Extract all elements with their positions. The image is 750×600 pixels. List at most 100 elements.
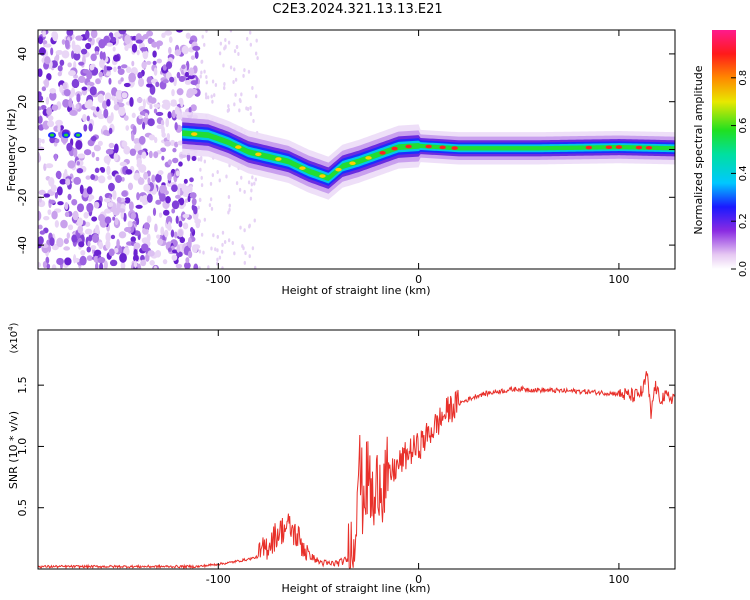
noise-speckle <box>213 93 216 98</box>
noise-speckle <box>237 52 240 57</box>
noise-speckle <box>252 119 255 124</box>
ridge-hotspot <box>191 132 198 136</box>
noise-speckle <box>129 97 134 107</box>
noise-speckle <box>167 247 172 252</box>
noise-speckle <box>223 85 226 90</box>
noise-speckle <box>115 174 123 184</box>
p1-xtick-label-0: -100 <box>206 273 231 286</box>
noise-speckle <box>152 60 157 65</box>
noise-speckle <box>71 87 76 97</box>
noise-speckle <box>75 139 83 150</box>
p1-ytick-label-1: -20 <box>16 188 29 206</box>
y-axis-label: Frequency (Hz) <box>5 109 18 192</box>
noise-speckle <box>167 159 172 165</box>
noise-speckle <box>204 92 208 97</box>
noise-speckle <box>234 77 238 82</box>
noise-speckle <box>123 82 131 88</box>
noise-speckle <box>142 49 149 60</box>
noise-speckle <box>189 88 198 95</box>
noise-speckle <box>167 111 172 119</box>
noise-speckle <box>175 194 181 199</box>
noise-speckle <box>54 192 58 199</box>
noise-speckle <box>153 265 158 269</box>
noise-speckle <box>169 139 176 147</box>
noise-speckle <box>147 118 155 127</box>
ridge-hotspot <box>255 152 262 157</box>
noise-speckle <box>128 201 134 211</box>
noise-speckle <box>73 147 78 158</box>
noise-speckle <box>238 108 241 113</box>
noise-speckle <box>149 104 153 110</box>
noise-speckle <box>148 150 153 159</box>
noise-speckle <box>69 109 78 116</box>
noise-speckle <box>44 43 52 48</box>
noise-speckle <box>210 94 213 99</box>
noise-speckle <box>95 156 100 162</box>
noise-speckle <box>160 147 167 153</box>
noise-speckle <box>49 91 57 101</box>
noise-speckle <box>91 151 95 158</box>
noise-speckle <box>203 159 207 164</box>
noise-speckle <box>148 134 156 141</box>
noise-speckle <box>234 92 237 97</box>
ridge-hotspot <box>275 157 282 161</box>
noise-speckle <box>45 256 50 264</box>
noise-speckle <box>78 241 85 248</box>
noise-speckle <box>251 246 255 251</box>
spectrogram-noise <box>38 30 260 269</box>
noise-speckle <box>117 102 125 108</box>
noise-speckle <box>176 113 183 120</box>
noise-speckle <box>83 211 89 219</box>
noise-speckle <box>243 228 246 233</box>
noise-speckle <box>183 178 188 184</box>
ridge-hotspot <box>439 145 446 150</box>
noise-speckle <box>175 263 183 269</box>
noise-speckle <box>63 88 71 97</box>
noise-speckle <box>118 231 127 239</box>
noise-speckle <box>102 129 110 136</box>
noise-speckle <box>54 220 59 228</box>
noise-speckle <box>104 208 110 214</box>
p1-xtick-label-2: 100 <box>608 273 629 286</box>
ridge-blob-core <box>50 133 55 137</box>
noise-speckle <box>209 181 213 186</box>
noise-speckle <box>203 217 207 222</box>
noise-speckle <box>73 254 77 264</box>
noise-speckle <box>254 265 257 269</box>
noise-speckle <box>182 213 190 219</box>
noise-speckle <box>152 207 157 217</box>
noise-speckle <box>117 79 122 85</box>
noise-speckle <box>64 39 70 49</box>
noise-speckle <box>131 112 136 118</box>
noise-speckle <box>146 83 153 88</box>
noise-speckle <box>90 53 97 62</box>
ridge-hotspot <box>405 144 412 149</box>
noise-speckle <box>106 98 111 107</box>
noise-speckle <box>170 100 178 107</box>
noise-speckle <box>243 260 247 265</box>
noise-speckle <box>174 122 178 131</box>
noise-speckle <box>167 221 172 230</box>
noise-speckle <box>153 103 161 108</box>
noise-speckle <box>141 151 147 159</box>
noise-speckle <box>195 220 201 229</box>
noise-speckle <box>255 38 258 43</box>
noise-speckle <box>218 178 221 183</box>
noise-speckle <box>164 229 169 238</box>
noise-speckle <box>203 42 206 47</box>
noise-speckle <box>155 81 160 88</box>
spectrogram-ridge <box>48 111 675 200</box>
noise-speckle <box>178 97 183 104</box>
noise-speckle <box>158 212 163 218</box>
noise-speckle <box>174 49 182 56</box>
noise-speckle <box>96 106 100 112</box>
noise-speckle <box>38 262 41 268</box>
noise-speckle <box>120 261 126 269</box>
noise-speckle <box>154 223 158 233</box>
noise-speckle <box>38 68 43 77</box>
noise-speckle <box>61 50 70 59</box>
noise-speckle <box>66 142 73 152</box>
noise-speckle <box>172 147 177 153</box>
noise-speckle <box>94 167 100 174</box>
noise-speckle <box>121 176 125 182</box>
